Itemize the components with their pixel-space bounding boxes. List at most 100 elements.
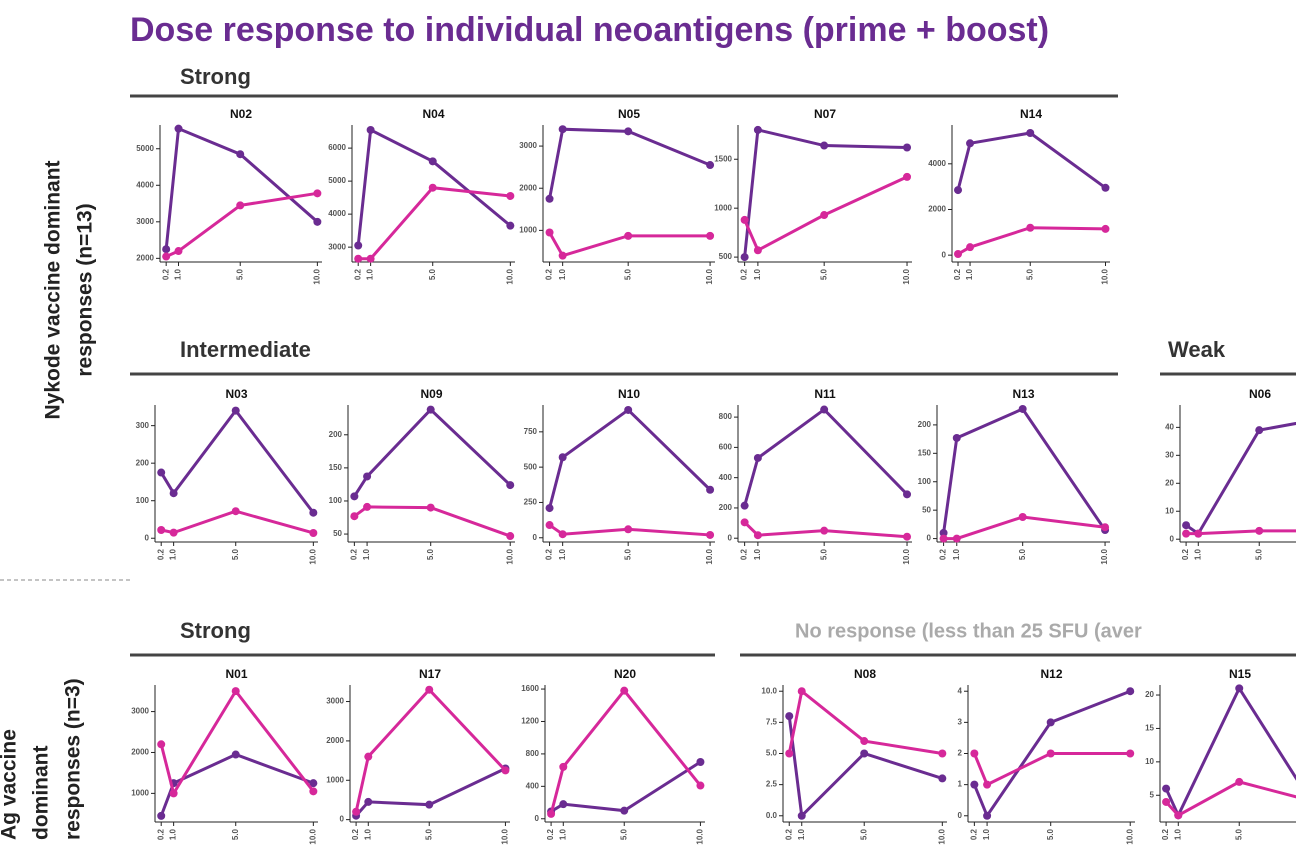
point: [753, 246, 762, 255]
point: [559, 800, 568, 809]
x-tick-label: 10.0: [308, 548, 317, 564]
x-tick-label: 0.2: [156, 828, 165, 840]
panel-title: N03: [225, 387, 247, 401]
y-tick-label: 40: [1165, 422, 1174, 431]
y-tick-label: 500: [524, 462, 538, 471]
series-line: [548, 231, 711, 258]
series-line: [743, 521, 908, 539]
y-tick-label: 15: [1145, 724, 1154, 733]
point: [860, 737, 869, 746]
point: [903, 490, 912, 499]
panel-title: N10: [618, 387, 640, 401]
x-tick-label: 0.2: [939, 548, 948, 560]
y-tick-label: 10: [1145, 757, 1154, 766]
panel-title: N17: [419, 667, 441, 681]
series-line: [743, 407, 909, 507]
point: [558, 251, 567, 260]
y-tick-label: 1200: [521, 717, 539, 726]
x-tick-label: 10.0: [705, 268, 714, 284]
y-tick-label: 10: [1165, 506, 1174, 515]
point: [350, 512, 359, 521]
point: [428, 157, 437, 166]
point: [903, 532, 912, 541]
y-tick-label: 2000: [131, 748, 149, 757]
point: [313, 217, 322, 226]
x-tick-label: 5.0: [1018, 548, 1027, 560]
point: [174, 247, 183, 256]
point: [983, 780, 992, 789]
x-tick-label: 5.0: [1234, 828, 1243, 840]
series-line: [353, 505, 511, 538]
x-tick-label: 5.0: [426, 548, 435, 560]
y-tick-label: 4000: [928, 159, 946, 168]
point: [354, 254, 363, 263]
row-label: Nykode vaccine dominant: [42, 160, 65, 419]
y-tick-label: 3000: [328, 242, 346, 251]
panel-title: N13: [1012, 387, 1034, 401]
x-tick-label: 1.0: [169, 828, 178, 840]
point: [952, 534, 961, 543]
point: [820, 526, 829, 535]
y-tick-label: 200: [918, 420, 932, 429]
point: [157, 468, 166, 477]
point: [350, 492, 359, 501]
series-line: [743, 128, 908, 258]
point: [162, 252, 171, 261]
series-line: [356, 127, 512, 246]
y-tick-label: 2000: [928, 205, 946, 214]
point: [501, 766, 510, 775]
x-tick-label: 1.0: [982, 828, 991, 840]
x-tick-label: 0.2: [546, 828, 555, 840]
x-tick-label: 10.0: [308, 828, 317, 844]
y-tick-label: 150: [918, 448, 932, 457]
y-tick-label: 2000: [136, 253, 154, 262]
point: [1101, 523, 1110, 532]
y-tick-label: 300: [136, 421, 150, 430]
y-tick-label: 5000: [328, 176, 346, 185]
point: [354, 241, 363, 250]
y-tick-label: 3000: [326, 697, 344, 706]
point: [559, 762, 568, 771]
point: [169, 789, 178, 798]
y-tick-label: 0: [533, 533, 538, 542]
y-tick-label: 1000: [326, 775, 344, 784]
y-tick-label: 100: [136, 496, 150, 505]
point: [706, 161, 715, 170]
point: [820, 405, 829, 414]
x-tick-label: 10.0: [505, 268, 514, 284]
x-tick-label: 1.0: [169, 548, 178, 560]
y-tick-label: 10.0: [761, 686, 777, 695]
point: [966, 243, 975, 252]
point: [970, 780, 979, 789]
point: [425, 800, 434, 809]
series-line: [1185, 421, 1296, 536]
point: [364, 752, 373, 761]
series-line: [354, 767, 507, 817]
slide-title: Dose response to individual neoantigens …: [130, 11, 1049, 49]
x-tick-label: 1.0: [753, 268, 762, 280]
point: [558, 530, 567, 539]
point: [983, 811, 992, 820]
point: [696, 781, 705, 790]
point: [966, 139, 975, 148]
y-tick-label: 0: [958, 811, 963, 820]
point: [1182, 529, 1191, 538]
x-tick-label: 1.0: [558, 548, 567, 560]
x-tick-label: 5.0: [819, 548, 828, 560]
series-line: [1164, 780, 1296, 818]
x-tick-label: 5.0: [619, 828, 628, 840]
point: [174, 124, 183, 133]
x-tick-label: 5.0: [819, 268, 828, 280]
y-tick-label: 5.0: [766, 749, 778, 758]
point: [1255, 526, 1264, 535]
x-tick-label: 1.0: [797, 828, 806, 840]
point: [1194, 529, 1203, 538]
point: [903, 172, 912, 181]
y-tick-label: 50: [922, 505, 931, 514]
x-tick-label: 5.0: [231, 828, 240, 840]
row-label: responses (n=13): [74, 203, 97, 376]
point: [363, 472, 372, 481]
point: [366, 125, 375, 134]
series-line: [165, 191, 318, 258]
